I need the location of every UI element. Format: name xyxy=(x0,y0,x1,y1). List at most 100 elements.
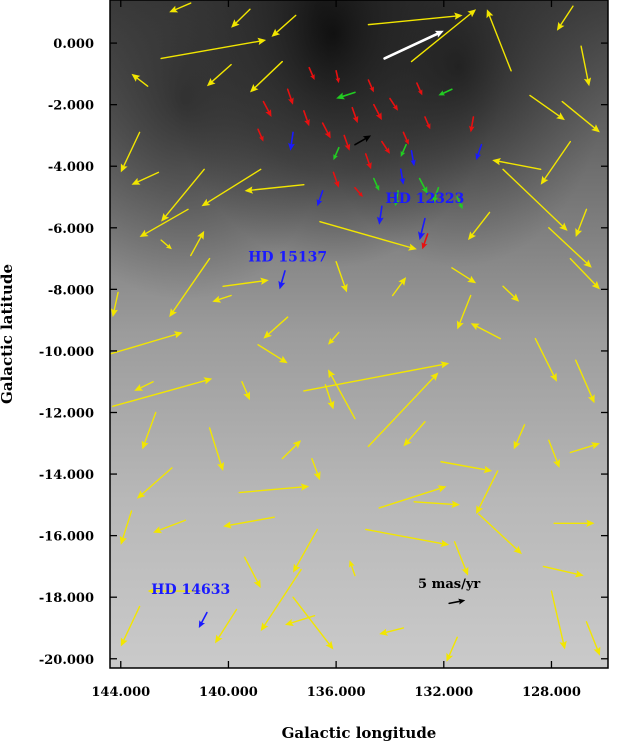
yellow-vector xyxy=(550,590,567,650)
yellow-vector xyxy=(569,257,600,290)
yellow-vector xyxy=(311,457,321,481)
red-vector xyxy=(416,82,423,96)
yellow-vector xyxy=(161,168,205,222)
yellow-vector xyxy=(367,372,439,448)
yellow-vector xyxy=(446,636,458,662)
star-label: HD 12323 xyxy=(385,191,464,207)
yellow-vector xyxy=(160,37,267,60)
red-vector xyxy=(402,131,409,145)
green-vector xyxy=(393,190,400,207)
yellow-vector xyxy=(486,9,512,72)
yellow-vector xyxy=(190,230,205,257)
yellow-vector xyxy=(215,608,238,644)
yellow-vector xyxy=(231,8,251,28)
yellow-vector xyxy=(319,220,417,251)
red-vector xyxy=(335,70,340,84)
blue-vector xyxy=(399,168,406,185)
red-vector xyxy=(303,110,310,127)
black-vector xyxy=(448,598,466,605)
red-vector xyxy=(367,79,374,93)
yellow-vector xyxy=(365,528,450,547)
yellow-vector xyxy=(260,568,302,632)
red-vector xyxy=(469,116,475,133)
yellow-vector xyxy=(476,470,499,515)
blue-vector xyxy=(316,190,324,207)
y-tick-label: -12.000 xyxy=(39,406,94,421)
y-tick-label: -6.000 xyxy=(48,222,94,237)
yellow-vector xyxy=(534,337,557,382)
star-label: HD 14633 xyxy=(151,582,230,598)
yellow-vector xyxy=(378,485,447,509)
dust-cloud xyxy=(110,0,608,668)
yellow-vector xyxy=(139,208,189,237)
yellow-vector xyxy=(585,621,601,656)
y-tick-label: -2.000 xyxy=(48,99,94,114)
x-tick-label: 140.000 xyxy=(199,685,258,700)
yellow-vector xyxy=(548,439,560,468)
yellow-vector xyxy=(542,565,584,578)
green-vector xyxy=(336,91,356,100)
yellow-vector xyxy=(212,294,232,303)
yellow-vector xyxy=(367,12,463,26)
annotations: HD 12323 HD 15137 HD 14633 5 mas/yr xyxy=(151,191,480,598)
green-vector xyxy=(418,177,428,194)
yellow-vector xyxy=(553,519,595,527)
yellow-vector xyxy=(413,500,460,508)
y-tick-label: -18.000 xyxy=(39,591,94,606)
yellow-vector xyxy=(223,516,275,529)
red-vector xyxy=(321,122,331,139)
red-vector xyxy=(389,97,398,111)
yellow-vector xyxy=(147,587,197,595)
red-vector xyxy=(286,88,294,105)
yellow-vector xyxy=(529,94,565,121)
yellow-vector xyxy=(169,257,211,318)
x-tick-label: 136.000 xyxy=(307,685,366,700)
yellow-vector xyxy=(324,384,335,410)
yellow-vector xyxy=(580,45,592,87)
y-tick-label: -8.000 xyxy=(48,283,94,298)
yellow-vector xyxy=(561,100,600,133)
yellow-vector xyxy=(453,541,469,576)
blue-vector xyxy=(288,131,295,151)
y-tick-label: -14.000 xyxy=(39,468,94,483)
yellow-vector xyxy=(136,467,173,499)
yellow-vector xyxy=(250,60,283,93)
yellow-vector xyxy=(131,171,160,185)
yellow-vector xyxy=(131,73,149,87)
yellow-vector xyxy=(222,277,269,287)
yellow-vector xyxy=(492,158,542,171)
yellow-vector xyxy=(410,9,477,63)
y-tick-label: -10.000 xyxy=(39,345,94,360)
white-vector xyxy=(383,30,444,60)
yellow-vector xyxy=(468,211,491,241)
yellow-vector xyxy=(328,331,340,345)
yellow-vector xyxy=(141,411,157,450)
yellow-vector xyxy=(328,369,356,420)
red-vector xyxy=(343,134,351,151)
x-tick-label: 128.000 xyxy=(522,685,581,700)
yellow-vector xyxy=(548,227,592,268)
green-vector xyxy=(432,186,440,204)
yellow-vector xyxy=(569,442,600,454)
yellow-vector xyxy=(120,131,141,173)
yellow-vector xyxy=(478,513,522,555)
yellow-vector xyxy=(540,140,572,185)
yellow-vector xyxy=(440,461,493,474)
yellow-vector xyxy=(293,528,318,573)
yellow-vector xyxy=(349,560,356,577)
yellow-vector xyxy=(241,381,250,401)
yellow-vector xyxy=(451,267,477,284)
red-vector xyxy=(262,100,272,117)
yellow-vector xyxy=(153,519,187,534)
black-vector xyxy=(354,135,372,146)
yellow-vector xyxy=(201,168,262,207)
yellow-vector xyxy=(502,285,520,302)
yellow-vector xyxy=(513,424,526,450)
red-vector xyxy=(381,140,390,154)
yellow-vector xyxy=(244,184,305,194)
red-vector xyxy=(421,233,429,250)
red-vector xyxy=(364,153,372,170)
y-tick-label: -16.000 xyxy=(39,530,94,545)
yellow-vector xyxy=(379,627,405,636)
